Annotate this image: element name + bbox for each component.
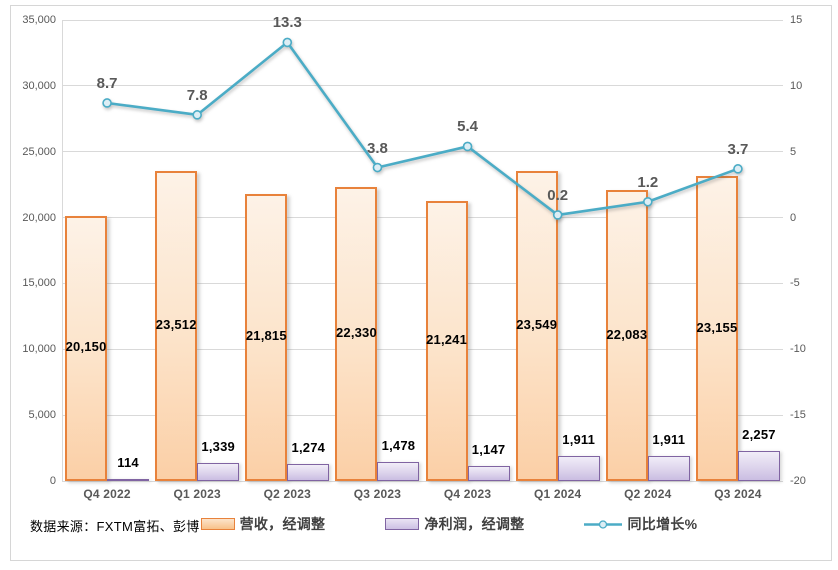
- x-axis-label: Q1 2024: [533, 487, 582, 501]
- revenue-swatch-icon: [200, 518, 235, 530]
- revenue-value-label: 23,549: [516, 316, 558, 332]
- yoy-value-label: 7.8: [186, 86, 208, 104]
- net-profit-bar: [557, 455, 600, 481]
- net-profit-value-label: 1,147: [471, 441, 506, 457]
- net-profit-value-label: 2,257: [742, 427, 776, 443]
- left-axis-tick: 10,000: [22, 343, 56, 356]
- yoy-line-swatch-icon: [584, 519, 623, 529]
- gridline: [62, 414, 783, 416]
- x-axis-label: Q4 2023: [443, 487, 492, 501]
- revenue-value-label: 23,512: [155, 317, 197, 333]
- x-axis-label: Q4 2022: [83, 487, 131, 501]
- revenue-bar: [65, 215, 108, 481]
- yoy-marker: [462, 141, 473, 152]
- left-axis-tick: 15,000: [22, 277, 56, 290]
- net-profit-value-label: 1,478: [381, 437, 416, 453]
- revenue-bar: [695, 176, 738, 481]
- revenue-bar: [605, 190, 648, 481]
- left-axis-tick: 30,000: [22, 79, 56, 92]
- yoy-marker: [192, 110, 202, 120]
- legend-label-yoy: 同比增长%: [627, 516, 698, 532]
- right-axis-tick: -5: [790, 277, 800, 290]
- gridline: [62, 348, 783, 350]
- yoy-value-label: 3.7: [727, 140, 749, 158]
- left-axis: 35,000 30,000 25,000 20,000 15,000 10,000 5,00…: [8, 0, 56, 570]
- yoy-marker: [733, 164, 743, 174]
- legend-item-revenue: 营收，经调整: [200, 514, 326, 534]
- net-profit-bar: [377, 461, 420, 481]
- yoy-value-label: 3.8: [367, 139, 388, 157]
- net-profit-value-label: 1,274: [291, 440, 326, 456]
- right-axis-tick: 0: [790, 211, 797, 224]
- legend-item-net-profit: 净利润，经调整: [385, 514, 524, 534]
- legend-label-revenue: 营收，经调整: [239, 516, 326, 532]
- net-profit-bar: [467, 465, 510, 481]
- legend-label-net-profit: 净利润，经调整: [424, 516, 525, 532]
- y-axis-line: [62, 20, 63, 481]
- left-axis-tick: 5,000: [28, 409, 56, 422]
- yoy-value-label: 5.4: [457, 118, 478, 136]
- revenue-bar: [515, 170, 558, 481]
- footer-row: 数据来源：FXTM富拓、彭博 营收，经调整 净利润，经调整 同比增长%: [0, 512, 838, 542]
- net-profit-bar: [107, 479, 150, 482]
- yoy-marker: [372, 162, 383, 173]
- gridline: [62, 282, 783, 284]
- net-profit-value-label: 114: [117, 455, 139, 471]
- right-axis-tick: -15: [790, 409, 806, 422]
- revenue-value-label: 22,083: [606, 326, 648, 342]
- gridline: [62, 19, 783, 21]
- x-axis-label: Q3 2024: [714, 487, 762, 501]
- yoy-marker: [102, 98, 112, 108]
- net-profit-swatch-icon: [385, 518, 420, 530]
- net-profit-bar: [647, 455, 690, 481]
- left-axis-tick: 25,000: [22, 145, 56, 158]
- right-axis-tick: 15: [790, 14, 803, 26]
- yoy-value-label: 13.3: [272, 14, 302, 32]
- yoy-value-label: 1.2: [637, 173, 659, 191]
- gridline: [62, 217, 783, 219]
- revenue-bar: [425, 201, 468, 481]
- right-axis: 15 10 5 0 -5 -10 -15 -20: [790, 0, 830, 570]
- gridline: [62, 151, 783, 153]
- revenue-value-label: 20,150: [65, 339, 107, 355]
- net-profit-bar: [287, 464, 330, 481]
- right-axis-tick: 10: [790, 79, 803, 92]
- x-axis: Q4 2022 Q1 2023 Q2 2023 Q3 2023 Q4 2023 Q1 20…: [0, 487, 838, 505]
- gridline: [62, 480, 783, 482]
- yoy-value-label: 0.2: [547, 186, 569, 204]
- source-note: 数据来源：FXTM富拓、彭博: [30, 519, 200, 534]
- plot-area: 20,150 114 8.7 23,512 1,339 7.8 21,815 1,274 13.…: [62, 14, 783, 482]
- left-axis-tick: 0: [49, 475, 56, 487]
- net-profit-bar: [737, 451, 780, 481]
- x-axis-label: Q2 2024: [624, 487, 672, 501]
- x-axis-label: Q2 2023: [263, 487, 312, 501]
- left-axis-tick: 35,000: [22, 14, 56, 26]
- net-profit-value-label: 1,911: [562, 431, 596, 447]
- legend-item-yoy: 同比增长%: [584, 514, 697, 534]
- right-axis-tick: 5: [790, 145, 797, 158]
- net-profit-bar: [197, 463, 240, 481]
- revenue-bar: [335, 186, 378, 481]
- revenue-value-label: 23,155: [696, 319, 738, 335]
- x-axis-label: Q1 2023: [173, 487, 221, 501]
- yoy-value-label: 8.7: [96, 74, 118, 92]
- revenue-value-label: 21,241: [426, 332, 468, 348]
- right-axis-tick: -20: [790, 475, 806, 487]
- revenue-value-label: 21,815: [245, 328, 287, 344]
- yoy-marker: [282, 37, 293, 48]
- revenue-value-label: 22,330: [335, 324, 377, 340]
- x-axis-label: Q3 2023: [353, 487, 402, 501]
- legend: 营收，经调整 净利润，经调整 同比增长%: [30, 514, 838, 534]
- net-profit-value-label: 1,911: [652, 431, 686, 447]
- left-axis-tick: 20,000: [22, 211, 56, 224]
- net-profit-value-label: 1,339: [201, 439, 235, 455]
- right-axis-tick: -10: [790, 343, 806, 356]
